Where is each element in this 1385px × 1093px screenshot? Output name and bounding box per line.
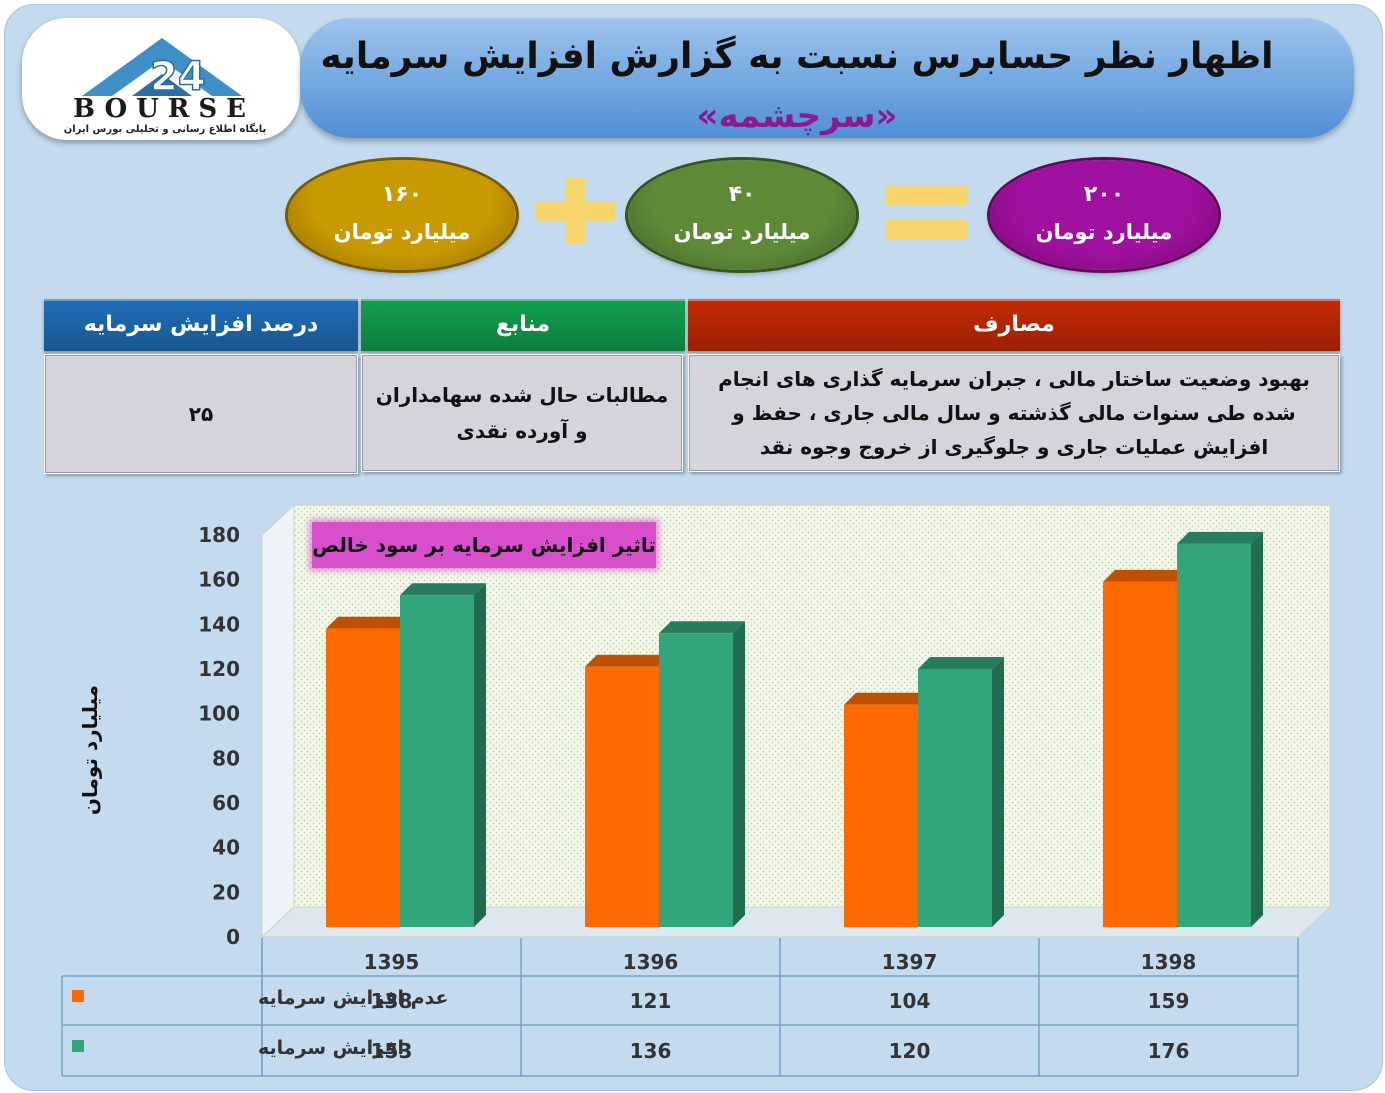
- bar-side-1398-1: [1251, 531, 1263, 927]
- chart-title-box: تاثیر افزایش سرمایه بر سود خالص: [312, 522, 656, 568]
- y-axis-title: میلیارد تومان: [78, 684, 102, 816]
- y-tick-label: 40: [212, 836, 240, 860]
- header-uses: مصارف: [688, 299, 1340, 351]
- legend-swatch: [72, 990, 84, 1002]
- bar-1395-0: [326, 628, 400, 927]
- logo-number: 24: [150, 54, 206, 100]
- bar-top-1395-1: [400, 583, 486, 596]
- bar-1398-0: [1103, 581, 1177, 927]
- equals-icon: [885, 185, 967, 239]
- legend-label: افزایش سرمایه: [258, 1037, 404, 1059]
- amount-unit: میلیارد تومان: [1035, 220, 1173, 244]
- data-label: 176: [1148, 1039, 1190, 1063]
- logo-wordmark: BOURSE: [73, 94, 255, 124]
- y-tick-label: 80: [212, 746, 240, 770]
- y-tick-label: 120: [198, 657, 240, 681]
- x-tick-label: 1398: [1141, 950, 1197, 974]
- y-tick-label: 140: [198, 612, 240, 636]
- y-tick-label: 0: [226, 925, 240, 949]
- cell-uses: بهبود وضعیت ساختار مالی ، جبران سرمایه گ…: [688, 354, 1340, 472]
- amount-ellipse-40: ۴۰ میلیارد تومان: [628, 160, 856, 270]
- y-tick-label: 20: [212, 880, 240, 904]
- bar-side-1397-1: [992, 657, 1004, 927]
- header-sources: منابع: [361, 299, 685, 351]
- bar-1395-1: [400, 595, 474, 927]
- data-label: 138: [371, 989, 413, 1013]
- bar-1398-1: [1177, 543, 1251, 927]
- amount-ellipse-160: ۱۶۰ میلیارد تومان: [288, 160, 516, 270]
- amount-ellipse-200: ۲۰۰ میلیارد تومان: [990, 160, 1218, 270]
- cell-capital-increase-percent: ۲۵: [44, 354, 358, 474]
- amount-unit: میلیارد تومان: [673, 220, 811, 244]
- data-label: 136: [630, 1039, 672, 1063]
- bar-1396-1: [659, 633, 733, 927]
- bar-side-1396-1: [733, 621, 745, 927]
- sources-value: مطالبات حال شده سهامداران و آورده نقدی: [375, 383, 669, 443]
- logo-subtitle: پایگاه اطلاع رسانی و تحلیلی بورس ایران: [63, 124, 267, 135]
- bourse24-logo: 24 BOURSE پایگاه اطلاع رسانی و تحلیلی بو…: [22, 18, 300, 140]
- bar-1397-1: [918, 669, 992, 927]
- header-capital-increase-percent: درصد افزایش سرمایه: [44, 299, 358, 351]
- title-banner: اظهار نظر حسابرس نسبت به گزارش افزایش سر…: [300, 18, 1354, 138]
- chart-title: تاثیر افزایش سرمایه بر سود خالص: [312, 533, 656, 557]
- bar-top-1396-1: [659, 621, 745, 634]
- amount-unit: میلیارد تومان: [333, 220, 471, 244]
- x-tick-label: 1397: [882, 950, 938, 974]
- bar-1397-0: [844, 704, 918, 927]
- chart-side-wall: [261, 503, 295, 939]
- bar-top-1398-1: [1177, 531, 1263, 544]
- bar-top-1397-1: [918, 657, 1004, 669]
- cell-sources: مطالبات حال شده سهامداران و آورده نقدی: [361, 354, 683, 472]
- amount-value: ۲۰۰: [1083, 182, 1125, 207]
- y-tick-label: 100: [198, 702, 240, 726]
- bar-top-1397-0: [844, 692, 930, 705]
- y-tick-label: 60: [212, 791, 240, 815]
- bar-top-1396-0: [585, 654, 671, 667]
- bar-side-1395-1: [474, 583, 486, 927]
- amount-value: ۱۶۰: [381, 182, 423, 207]
- company-name: «سرچشمه»: [696, 96, 898, 136]
- x-tick-label: 1396: [623, 950, 679, 974]
- legend-swatch: [72, 1040, 84, 1052]
- data-label: 159: [1148, 989, 1190, 1013]
- data-label: 120: [889, 1039, 931, 1063]
- uses-value: بهبود وضعیت ساختار مالی ، جبران سرمایه گ…: [718, 367, 1310, 459]
- plus-icon: [535, 178, 615, 244]
- data-label: 121: [630, 989, 672, 1013]
- y-tick-label: 180: [198, 523, 240, 547]
- bar-top-1395-0: [326, 616, 412, 629]
- logo-mark-icon: 24: [82, 38, 242, 101]
- page-title: اظهار نظر حسابرس نسبت به گزارش افزایش سر…: [320, 36, 1274, 77]
- data-label: 104: [889, 989, 931, 1013]
- bar-1396-0: [585, 666, 659, 927]
- amount-value: ۴۰: [728, 182, 756, 207]
- x-tick-label: 1395: [364, 950, 420, 974]
- chart-floor: [260, 906, 1332, 938]
- bar-top-1398-0: [1103, 569, 1189, 582]
- percent-value: ۲۵: [188, 402, 214, 426]
- legend-label: عدم افزایش سرمایه: [258, 987, 448, 1009]
- y-tick-label: 160: [198, 568, 240, 592]
- data-label: 153: [371, 1039, 413, 1063]
